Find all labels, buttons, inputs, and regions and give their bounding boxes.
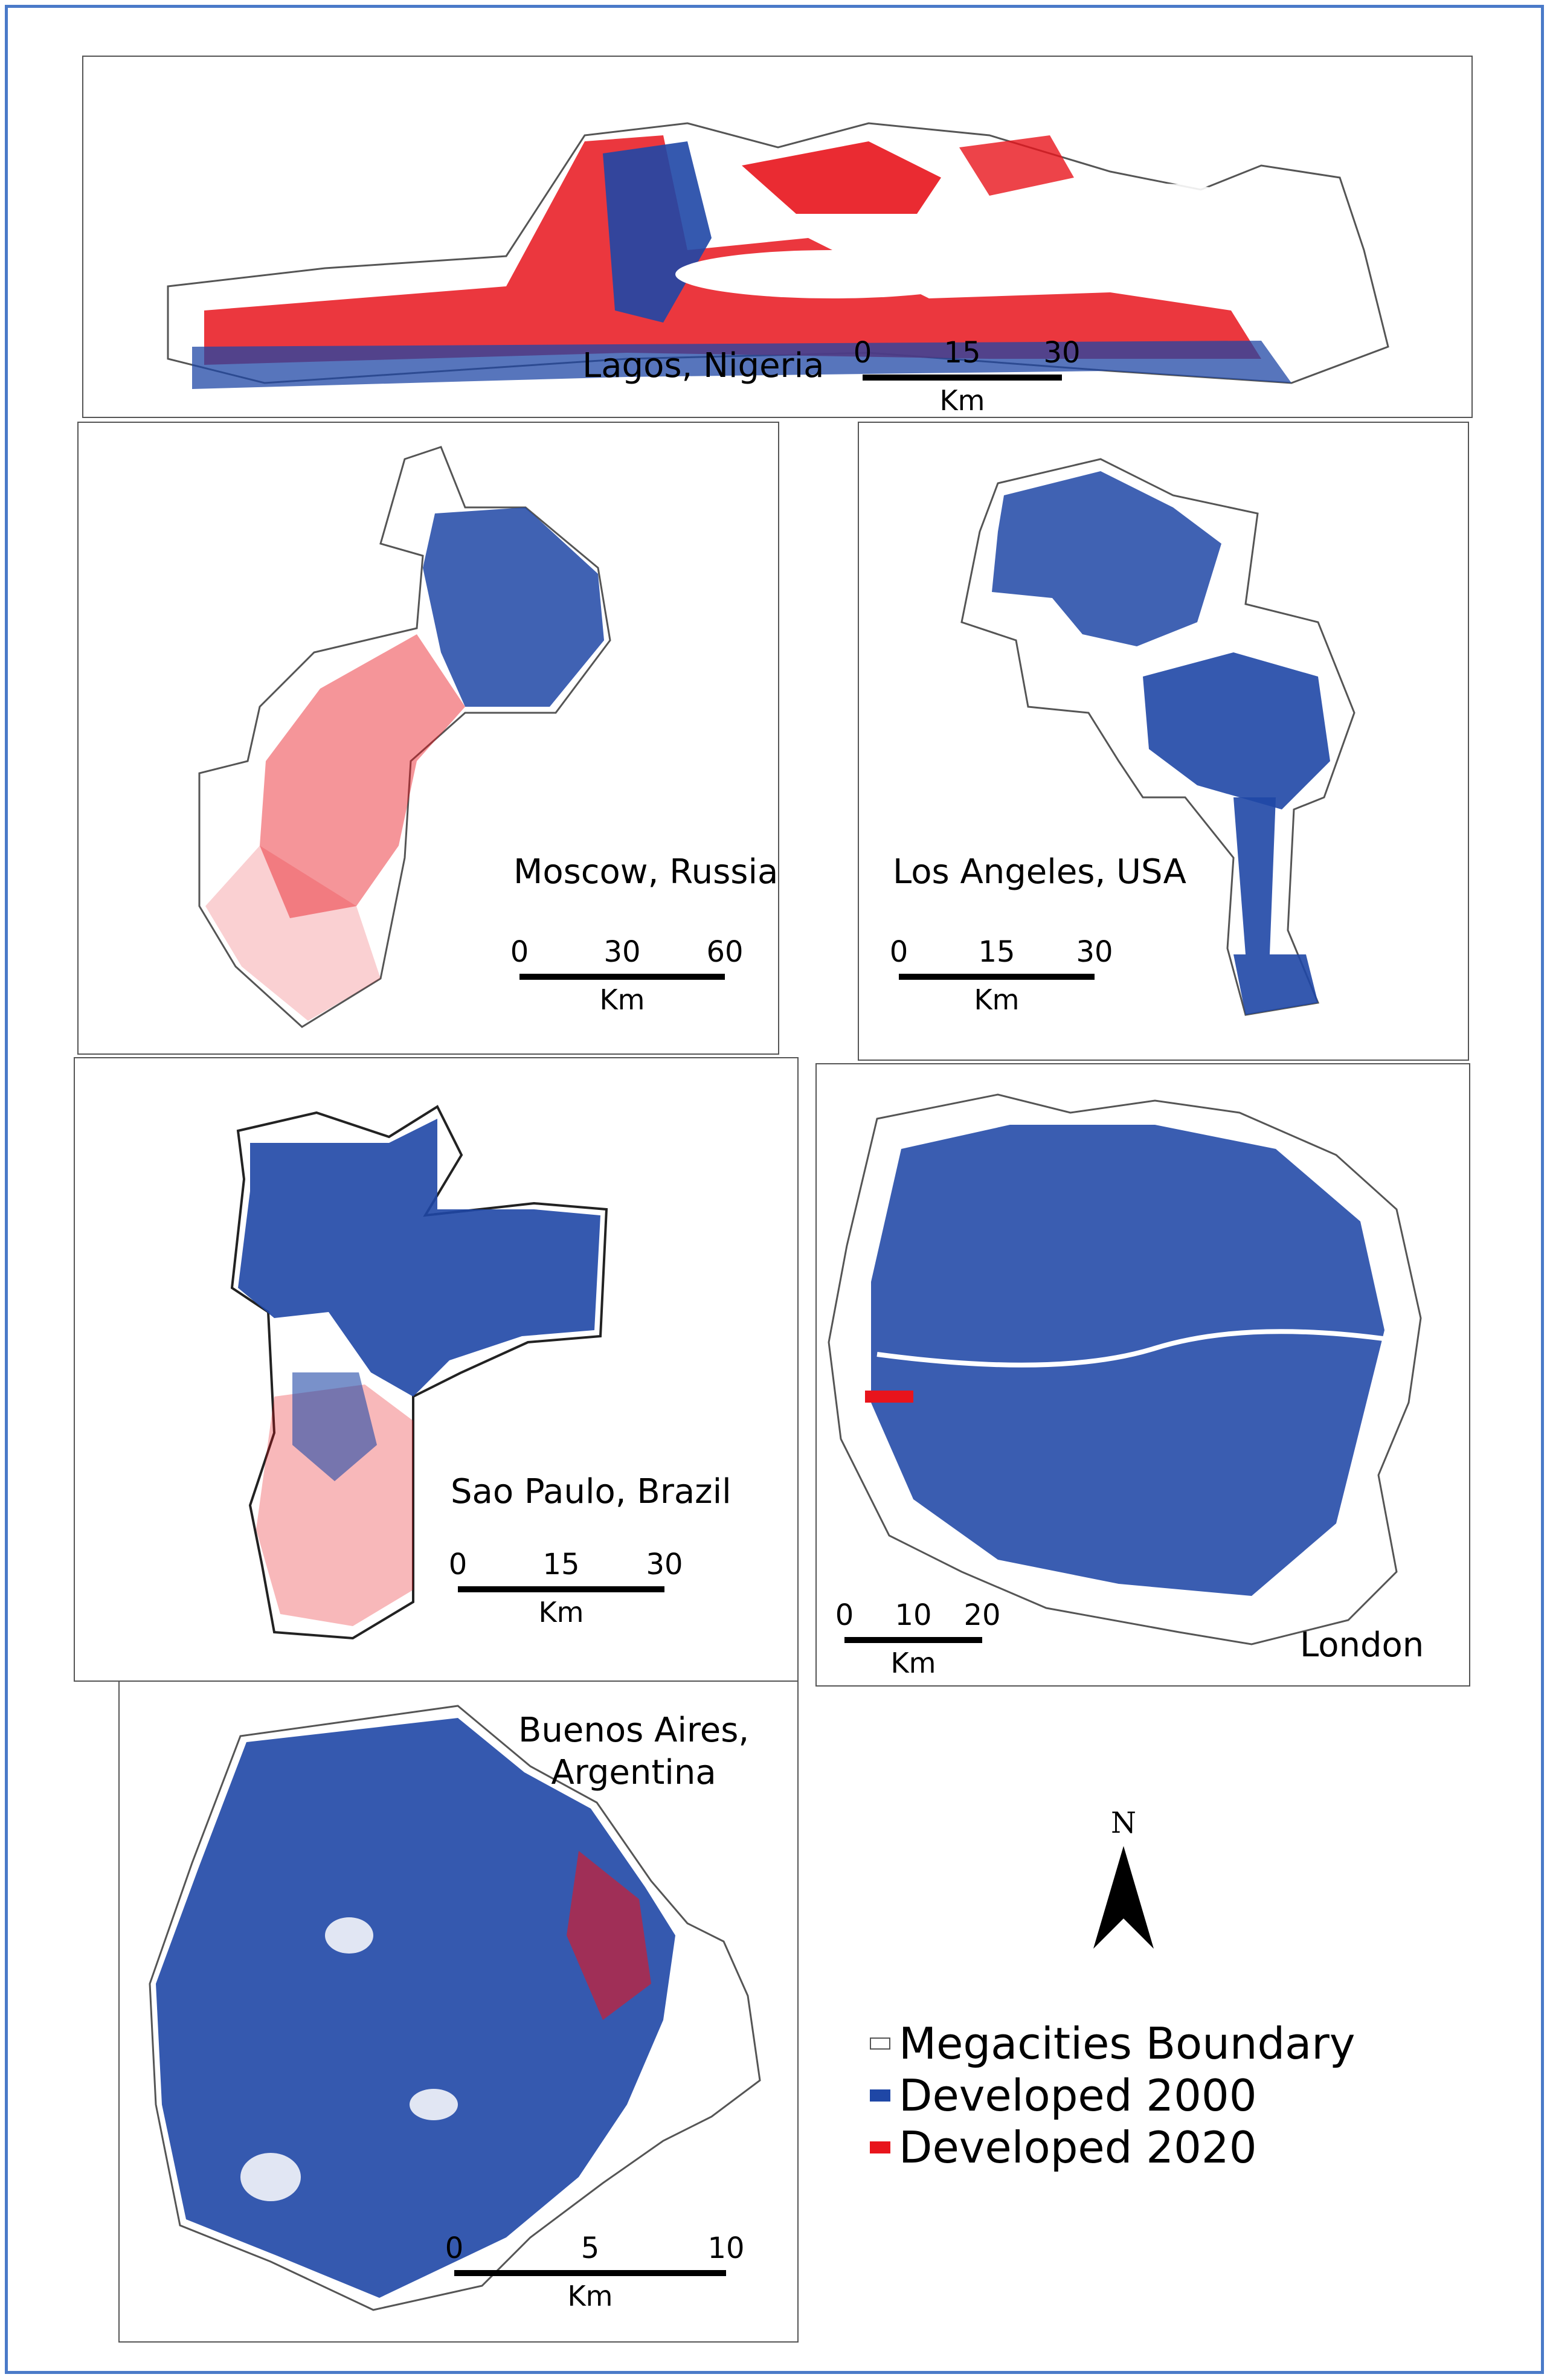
moscow-scale-bar: 0 30 60 Km xyxy=(510,935,744,1020)
boundary-swatch xyxy=(870,2037,890,2050)
moscow-map xyxy=(198,446,611,1028)
legend-label: Developed 2020 xyxy=(899,2122,1257,2173)
sao-paulo-scale-unit: Km xyxy=(538,1596,584,1629)
buenos-aires-label-line1: Buenos Aires, xyxy=(518,1711,750,1750)
blue-swatch xyxy=(870,2089,890,2102)
legend-label: Megacities Boundary xyxy=(899,2018,1355,2069)
north-arrow-icon xyxy=(1093,1846,1154,1949)
la-scale-tick: 30 xyxy=(1076,935,1113,969)
la-scale-line xyxy=(899,974,1095,980)
lagos-scale-unit: Km xyxy=(939,384,985,417)
panel-sao-paulo: Sao Paulo, Brazil 0 15 30 Km xyxy=(74,1057,799,1682)
sao-paulo-scale-tick: 30 xyxy=(646,1548,683,1581)
london-scale-bar: 0 10 20 Km xyxy=(835,1598,1001,1683)
london-scale-unit: Km xyxy=(890,1647,936,1679)
legend-item-developed-2020: Developed 2020 xyxy=(870,2121,1355,2173)
legend-item-boundary: Megacities Boundary xyxy=(870,2018,1355,2070)
buenos-aires-scale-tick: 0 xyxy=(445,2231,464,2265)
los-angeles-scale-bar: 0 15 30 Km xyxy=(890,935,1113,1020)
lagos-scale-line xyxy=(863,375,1062,381)
map-legend: Megacities Boundary Developed 2000 Devel… xyxy=(870,2018,1355,2173)
north-arrow-label: N xyxy=(1111,1806,1136,1840)
london-scale-tick: 20 xyxy=(963,1598,1001,1632)
lagos-scale-bar: 0 15 30 Km xyxy=(854,336,1081,417)
panel-los-angeles: Los Angeles, USA 0 15 30 Km xyxy=(858,422,1469,1061)
london-map xyxy=(828,1093,1422,1645)
buenos-aires-scale-tick: 10 xyxy=(707,2231,745,2265)
buenos-aires-label: Buenos Aires, Argentina xyxy=(518,1709,749,1794)
legend-label: Developed 2000 xyxy=(899,2070,1257,2121)
moscow-scale-tick: 30 xyxy=(603,935,641,969)
los-angeles-label: Los Angeles, USA xyxy=(893,852,1186,892)
sao-paulo-scale-line xyxy=(458,1586,664,1592)
sao-paulo-scale-tick: 0 xyxy=(448,1548,468,1581)
north-arrow: N xyxy=(1087,1806,1160,1951)
london-label: London xyxy=(1300,1626,1424,1665)
lagos-label: Lagos, Nigeria xyxy=(582,346,825,385)
la-scale-tick: 15 xyxy=(978,935,1015,969)
buenos-aires-scale-unit: Km xyxy=(567,2280,613,2312)
buenos-aires-scale-tick: 5 xyxy=(580,2231,600,2265)
buenos-aires-label-line2: Argentina xyxy=(551,1753,716,1792)
sao-paulo-scale-tick: 15 xyxy=(542,1548,580,1581)
panel-moscow: Moscow, Russia 0 30 60 Km xyxy=(77,422,779,1055)
lagos-scale-tick: 30 xyxy=(1043,336,1081,370)
panel-lagos: Lagos, Nigeria 0 15 30 Km xyxy=(82,56,1473,418)
figure-frame xyxy=(5,5,1544,2374)
buenos-aires-map xyxy=(149,1705,761,2311)
panel-london: London 0 10 20 Km xyxy=(815,1063,1470,1687)
sao-paulo-map xyxy=(230,1105,608,1640)
lagos-scale-tick: 0 xyxy=(853,336,872,370)
lagos-map xyxy=(167,122,1389,389)
panel-buenos-aires: Buenos Aires, Argentina 0 5 10 Km xyxy=(118,1680,799,2343)
la-scale-tick: 0 xyxy=(889,935,908,969)
buenos-aires-scale-line xyxy=(454,2270,726,2276)
moscow-scale-line xyxy=(519,974,725,980)
london-scale-tick: 10 xyxy=(895,1598,932,1632)
moscow-label: Moscow, Russia xyxy=(513,852,779,892)
red-swatch xyxy=(870,2141,890,2153)
lagos-scale-tick: 15 xyxy=(944,336,981,370)
moscow-scale-tick: 60 xyxy=(706,935,744,969)
london-scale-line xyxy=(844,1637,982,1643)
sao-paulo-scale-bar: 0 15 30 Km xyxy=(449,1548,683,1632)
la-scale-unit: Km xyxy=(974,983,1020,1016)
buenos-aires-scale-bar: 0 5 10 Km xyxy=(445,2231,745,2316)
moscow-scale-tick: 0 xyxy=(510,935,529,969)
london-scale-tick: 0 xyxy=(835,1598,854,1632)
sao-paulo-label: Sao Paulo, Brazil xyxy=(451,1472,732,1511)
legend-item-developed-2000: Developed 2000 xyxy=(870,2070,1355,2121)
moscow-scale-unit: Km xyxy=(599,983,645,1016)
los-angeles-map xyxy=(960,458,1355,1016)
